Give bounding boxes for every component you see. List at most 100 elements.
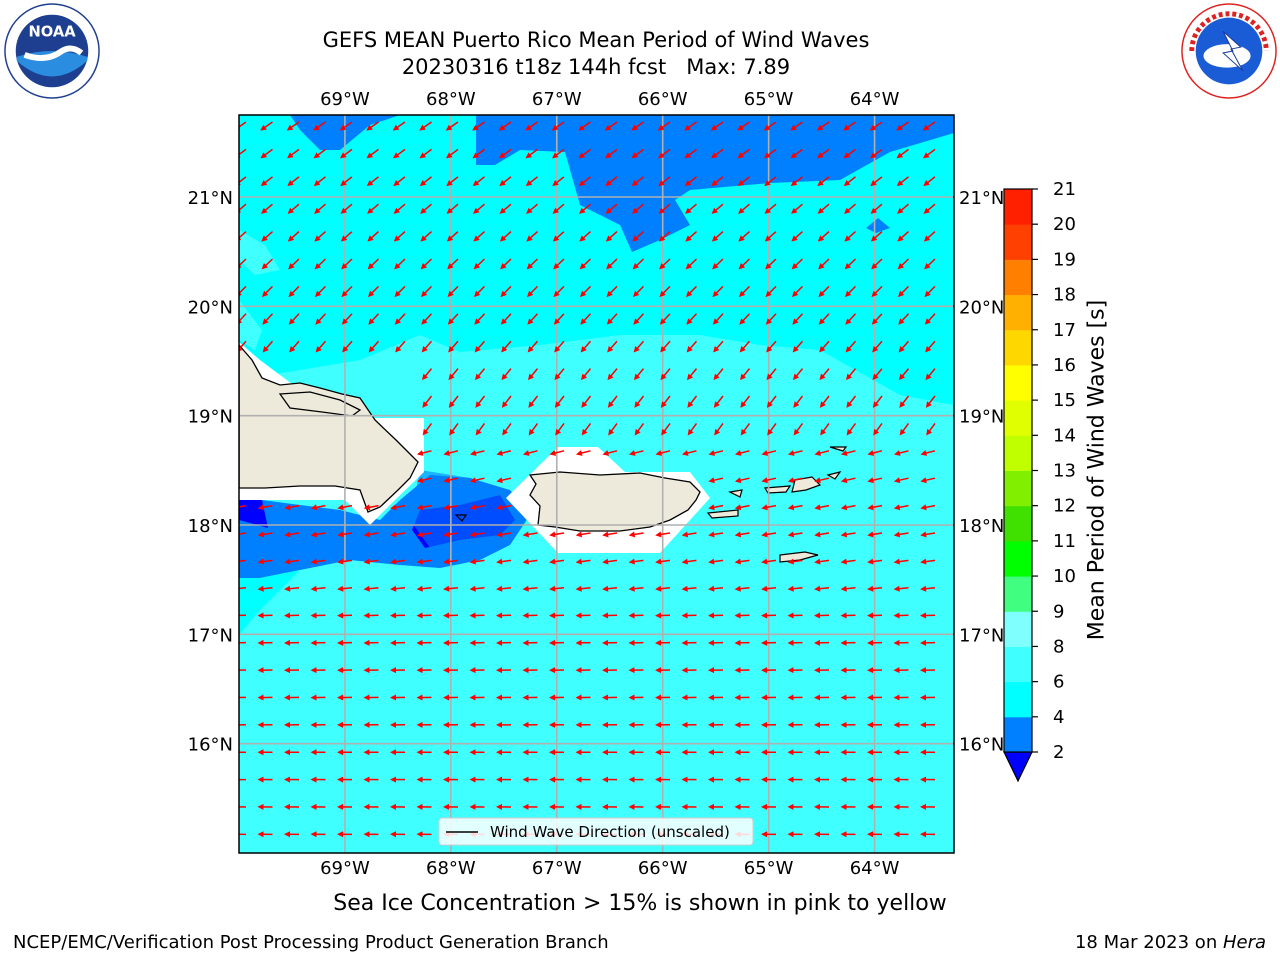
wind-wave-arrow bbox=[469, 694, 485, 701]
wind-wave-arrow bbox=[738, 285, 751, 298]
wind-wave-arrow bbox=[814, 531, 830, 538]
wind-wave-arrow bbox=[549, 694, 565, 701]
wind-wave-arrow bbox=[897, 231, 910, 242]
lat-label-left: 18°N bbox=[188, 516, 233, 537]
wind-wave-arrow bbox=[761, 667, 777, 674]
wind-wave-arrow bbox=[681, 558, 697, 565]
wind-wave-arrow bbox=[526, 258, 539, 270]
colorbar-tick-label: 19 bbox=[1053, 249, 1076, 270]
wind-wave-arrow bbox=[870, 203, 883, 214]
colorbar-segment bbox=[1004, 576, 1032, 612]
wind-wave-arrow bbox=[817, 231, 830, 242]
wind-wave-arrow bbox=[787, 667, 803, 674]
wind-wave-arrow bbox=[602, 803, 618, 810]
wind-wave-arrow bbox=[496, 776, 512, 783]
colorbar-tick-label: 4 bbox=[1053, 707, 1064, 728]
wind-wave-arrow bbox=[734, 776, 750, 783]
wind-wave-arrow bbox=[257, 531, 273, 538]
wind-wave-arrow bbox=[734, 749, 750, 756]
wind-wave-arrow bbox=[284, 531, 300, 538]
wind-wave-arrow bbox=[239, 751, 247, 753]
lat-label-right: 17°N bbox=[959, 625, 1004, 646]
wind-wave-arrow bbox=[867, 504, 883, 511]
wind-wave-arrow bbox=[793, 395, 804, 408]
wind-wave-arrow bbox=[239, 587, 247, 590]
wind-wave-arrow bbox=[522, 531, 538, 538]
wind-wave-arrow bbox=[655, 776, 671, 783]
wind-wave-arrow bbox=[814, 776, 830, 783]
wind-wave-arrow bbox=[261, 203, 273, 214]
colorbar-tick-label: 13 bbox=[1053, 461, 1076, 482]
wind-wave-arrow bbox=[419, 176, 432, 187]
wind-wave-arrow bbox=[628, 450, 644, 456]
wind-wave-arrow bbox=[681, 667, 697, 674]
wind-wave-arrow bbox=[469, 803, 485, 810]
wind-wave-arrow bbox=[655, 639, 671, 646]
nws-logo bbox=[1181, 3, 1277, 99]
lon-label-bottom: 68°W bbox=[426, 858, 476, 879]
wind-wave-arrow bbox=[606, 313, 618, 325]
wind-wave-arrow bbox=[840, 776, 856, 783]
wind-wave-arrow bbox=[814, 450, 830, 456]
wind-wave-arrow bbox=[765, 285, 777, 298]
wind-wave-arrow bbox=[314, 231, 327, 242]
wind-wave-arrow bbox=[867, 749, 883, 756]
wind-wave-arrow bbox=[289, 340, 300, 353]
lat-label-left: 16°N bbox=[188, 735, 233, 756]
wind-wave-arrow bbox=[579, 258, 592, 270]
wind-wave-arrow bbox=[575, 721, 591, 728]
wind-wave-arrow bbox=[337, 776, 353, 783]
wind-wave-arrow bbox=[761, 749, 777, 756]
wind-wave-arrow bbox=[604, 121, 618, 131]
wind-wave-arrow bbox=[502, 422, 512, 436]
wind-wave-arrow bbox=[871, 285, 883, 298]
wind-wave-arrow bbox=[473, 203, 485, 214]
wind-wave-arrow bbox=[708, 504, 724, 511]
wind-wave-arrow bbox=[339, 148, 353, 159]
wind-wave-arrow bbox=[787, 721, 803, 728]
legend-box bbox=[438, 817, 754, 846]
wind-wave-arrow bbox=[363, 749, 379, 756]
wind-wave-arrow bbox=[737, 176, 750, 187]
lon-label-top: 64°W bbox=[850, 89, 900, 110]
wind-wave-arrow bbox=[310, 639, 326, 646]
wind-wave-arrow bbox=[526, 203, 538, 214]
wave-period-band-4-6 bbox=[239, 570, 300, 635]
colorbar-tick-label: 16 bbox=[1053, 355, 1076, 376]
wind-wave-arrow bbox=[840, 667, 856, 674]
wind-wave-arrow bbox=[549, 639, 565, 646]
wind-wave-arrow bbox=[575, 612, 591, 619]
wind-wave-arrow bbox=[363, 776, 379, 783]
wind-wave-arrow bbox=[339, 121, 353, 131]
wind-wave-arrow bbox=[602, 450, 618, 456]
wind-wave-arrow bbox=[871, 258, 883, 270]
wind-wave-arrow bbox=[579, 231, 592, 242]
wind-wave-arrow bbox=[286, 148, 300, 159]
land-vieques bbox=[706, 509, 739, 519]
wind-wave-arrow bbox=[761, 831, 777, 838]
wind-wave-arrow bbox=[658, 176, 671, 187]
wind-wave-arrow bbox=[310, 612, 326, 619]
wind-wave-arrow bbox=[393, 176, 406, 187]
wind-wave-arrow bbox=[844, 203, 856, 214]
wind-wave-arrow bbox=[867, 450, 883, 456]
wind-wave-arrow bbox=[893, 694, 909, 701]
wind-wave-arrow bbox=[390, 531, 406, 538]
wind-wave-arrow bbox=[814, 612, 830, 619]
colorbar-tick-label: 21 bbox=[1053, 179, 1076, 200]
wind-wave-arrow bbox=[284, 558, 300, 565]
wind-wave-arrow bbox=[578, 121, 591, 131]
wind-wave-arrow bbox=[787, 831, 803, 838]
wind-wave-arrow bbox=[549, 585, 565, 592]
wind-wave-arrow bbox=[840, 504, 856, 511]
wind-wave-arrow bbox=[496, 612, 512, 619]
wind-wave-arrow bbox=[870, 231, 883, 242]
wind-wave-arrow bbox=[739, 340, 751, 353]
wind-wave-arrow bbox=[867, 776, 883, 783]
colorbar-tick-label: 18 bbox=[1053, 285, 1076, 306]
wind-wave-arrow bbox=[580, 340, 592, 353]
wind-wave-arrow bbox=[394, 285, 406, 298]
wind-wave-arrow bbox=[681, 639, 697, 646]
wind-wave-arrow bbox=[734, 721, 750, 728]
wind-wave-arrow bbox=[920, 694, 936, 701]
